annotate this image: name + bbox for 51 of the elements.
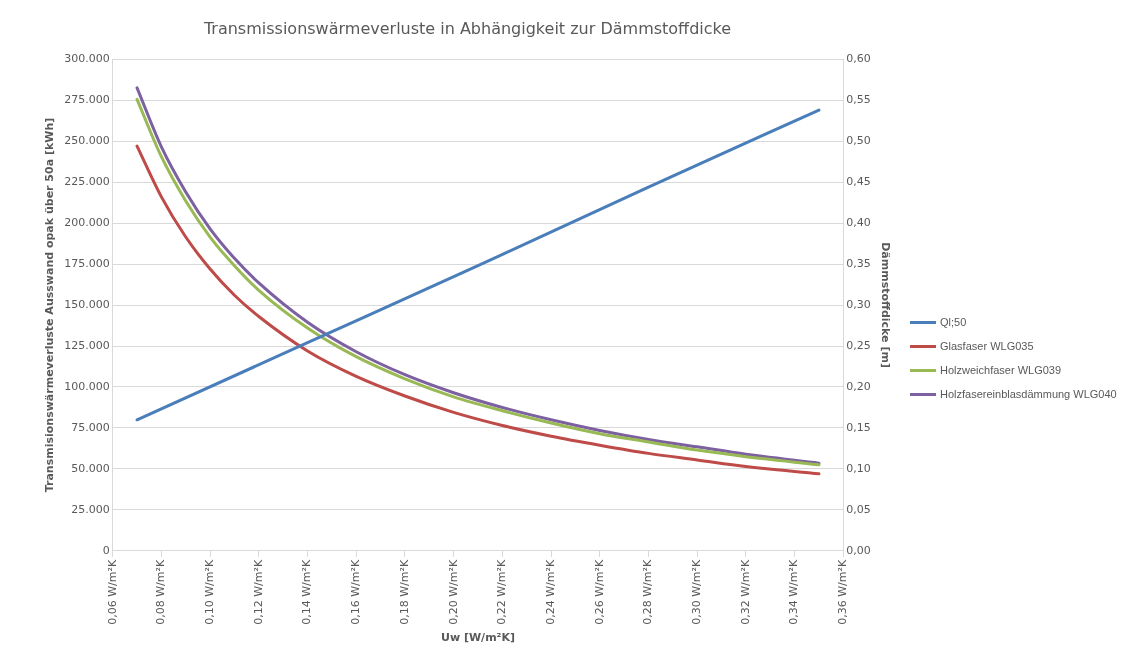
y2-tick-label: 0,25 <box>846 338 871 352</box>
x-axis-title: Uw [W/m²K] <box>441 631 515 645</box>
x-tick-label: 0,08 W/m²K <box>154 559 168 625</box>
y2-axis-title: Dämmstoffdicke [m] <box>878 242 892 368</box>
x-tick-label: 0,18 W/m²K <box>397 559 411 625</box>
y-tick-label: 0 <box>102 543 110 557</box>
y2-tick-label: 0,10 <box>846 461 871 475</box>
y-tick-label: 225.000 <box>64 174 110 188</box>
y2-tick-label: 0,15 <box>846 420 871 434</box>
y2-tick-label: 0,45 <box>846 174 871 188</box>
y-tick-label: 200.000 <box>64 215 110 229</box>
legend-label: Holzweichfaser WLG039 <box>940 364 1062 376</box>
y-axis-title: Transmisionswärmeverluste Ausswand opak über 50a [kWh] <box>43 117 57 493</box>
y2-tick-label: 0,60 <box>846 52 871 66</box>
y2-tick-label: 0,20 <box>846 379 871 393</box>
y-tick-label: 75.000 <box>71 420 110 434</box>
x-tick-label: 0,10 W/m²K <box>202 559 216 625</box>
y-tick-label: 275.000 <box>64 93 110 107</box>
y-tick-label: 300.000 <box>64 52 110 66</box>
legend-label: Ql;50 <box>940 316 967 328</box>
y2-tick-label: 0,05 <box>846 502 871 516</box>
x-tick-label: 0,22 W/m²K <box>495 559 509 625</box>
y2-tick-label: 0,00 <box>846 543 871 557</box>
legend-label: Glasfaser WLG035 <box>940 340 1034 352</box>
x-tick-label: 0,34 W/m²K <box>787 559 801 625</box>
y-tick-label: 125.000 <box>64 338 110 352</box>
x-tick-label: 0,24 W/m²K <box>543 559 557 625</box>
y2-tick-label: 0,40 <box>846 215 871 229</box>
x-tick-label: 0,26 W/m²K <box>592 559 606 625</box>
y2-tick-label: 0,35 <box>846 256 871 270</box>
x-tick-label: 0,12 W/m²K <box>251 559 265 625</box>
x-tick-label: 0,28 W/m²K <box>641 559 655 625</box>
y2-tick-label: 0,50 <box>846 134 871 148</box>
x-tick-label: 0,20 W/m²K <box>446 559 460 625</box>
y-tick-label: 250.000 <box>64 134 110 148</box>
x-tick-label: 0,32 W/m²K <box>738 559 752 625</box>
x-tick-label: 0,14 W/m²K <box>300 559 314 625</box>
y2-tick-label: 0,55 <box>846 93 871 107</box>
x-tick-label: 0,06 W/m²K <box>105 559 119 625</box>
y2-tick-label: 0,30 <box>846 297 871 311</box>
y-tick-label: 25.000 <box>71 502 110 516</box>
y-tick-label: 50.000 <box>71 461 110 475</box>
x-tick-label: 0,30 W/m²K <box>690 559 704 625</box>
y-tick-label: 100.000 <box>64 379 110 393</box>
x-tick-label: 0,16 W/m²K <box>349 559 363 625</box>
x-tick-label: 0,36 W/m²K <box>836 559 850 625</box>
y-tick-label: 175.000 <box>64 256 110 270</box>
legend-label: Holzfasereinblasdämmung WLG040 <box>940 388 1117 400</box>
chart-title: Transmissionswärmeverluste in Abhängigkeit zur Dämmstoffdicke <box>202 18 732 38</box>
y-tick-label: 150.000 <box>64 297 110 311</box>
line-series <box>135 108 821 422</box>
